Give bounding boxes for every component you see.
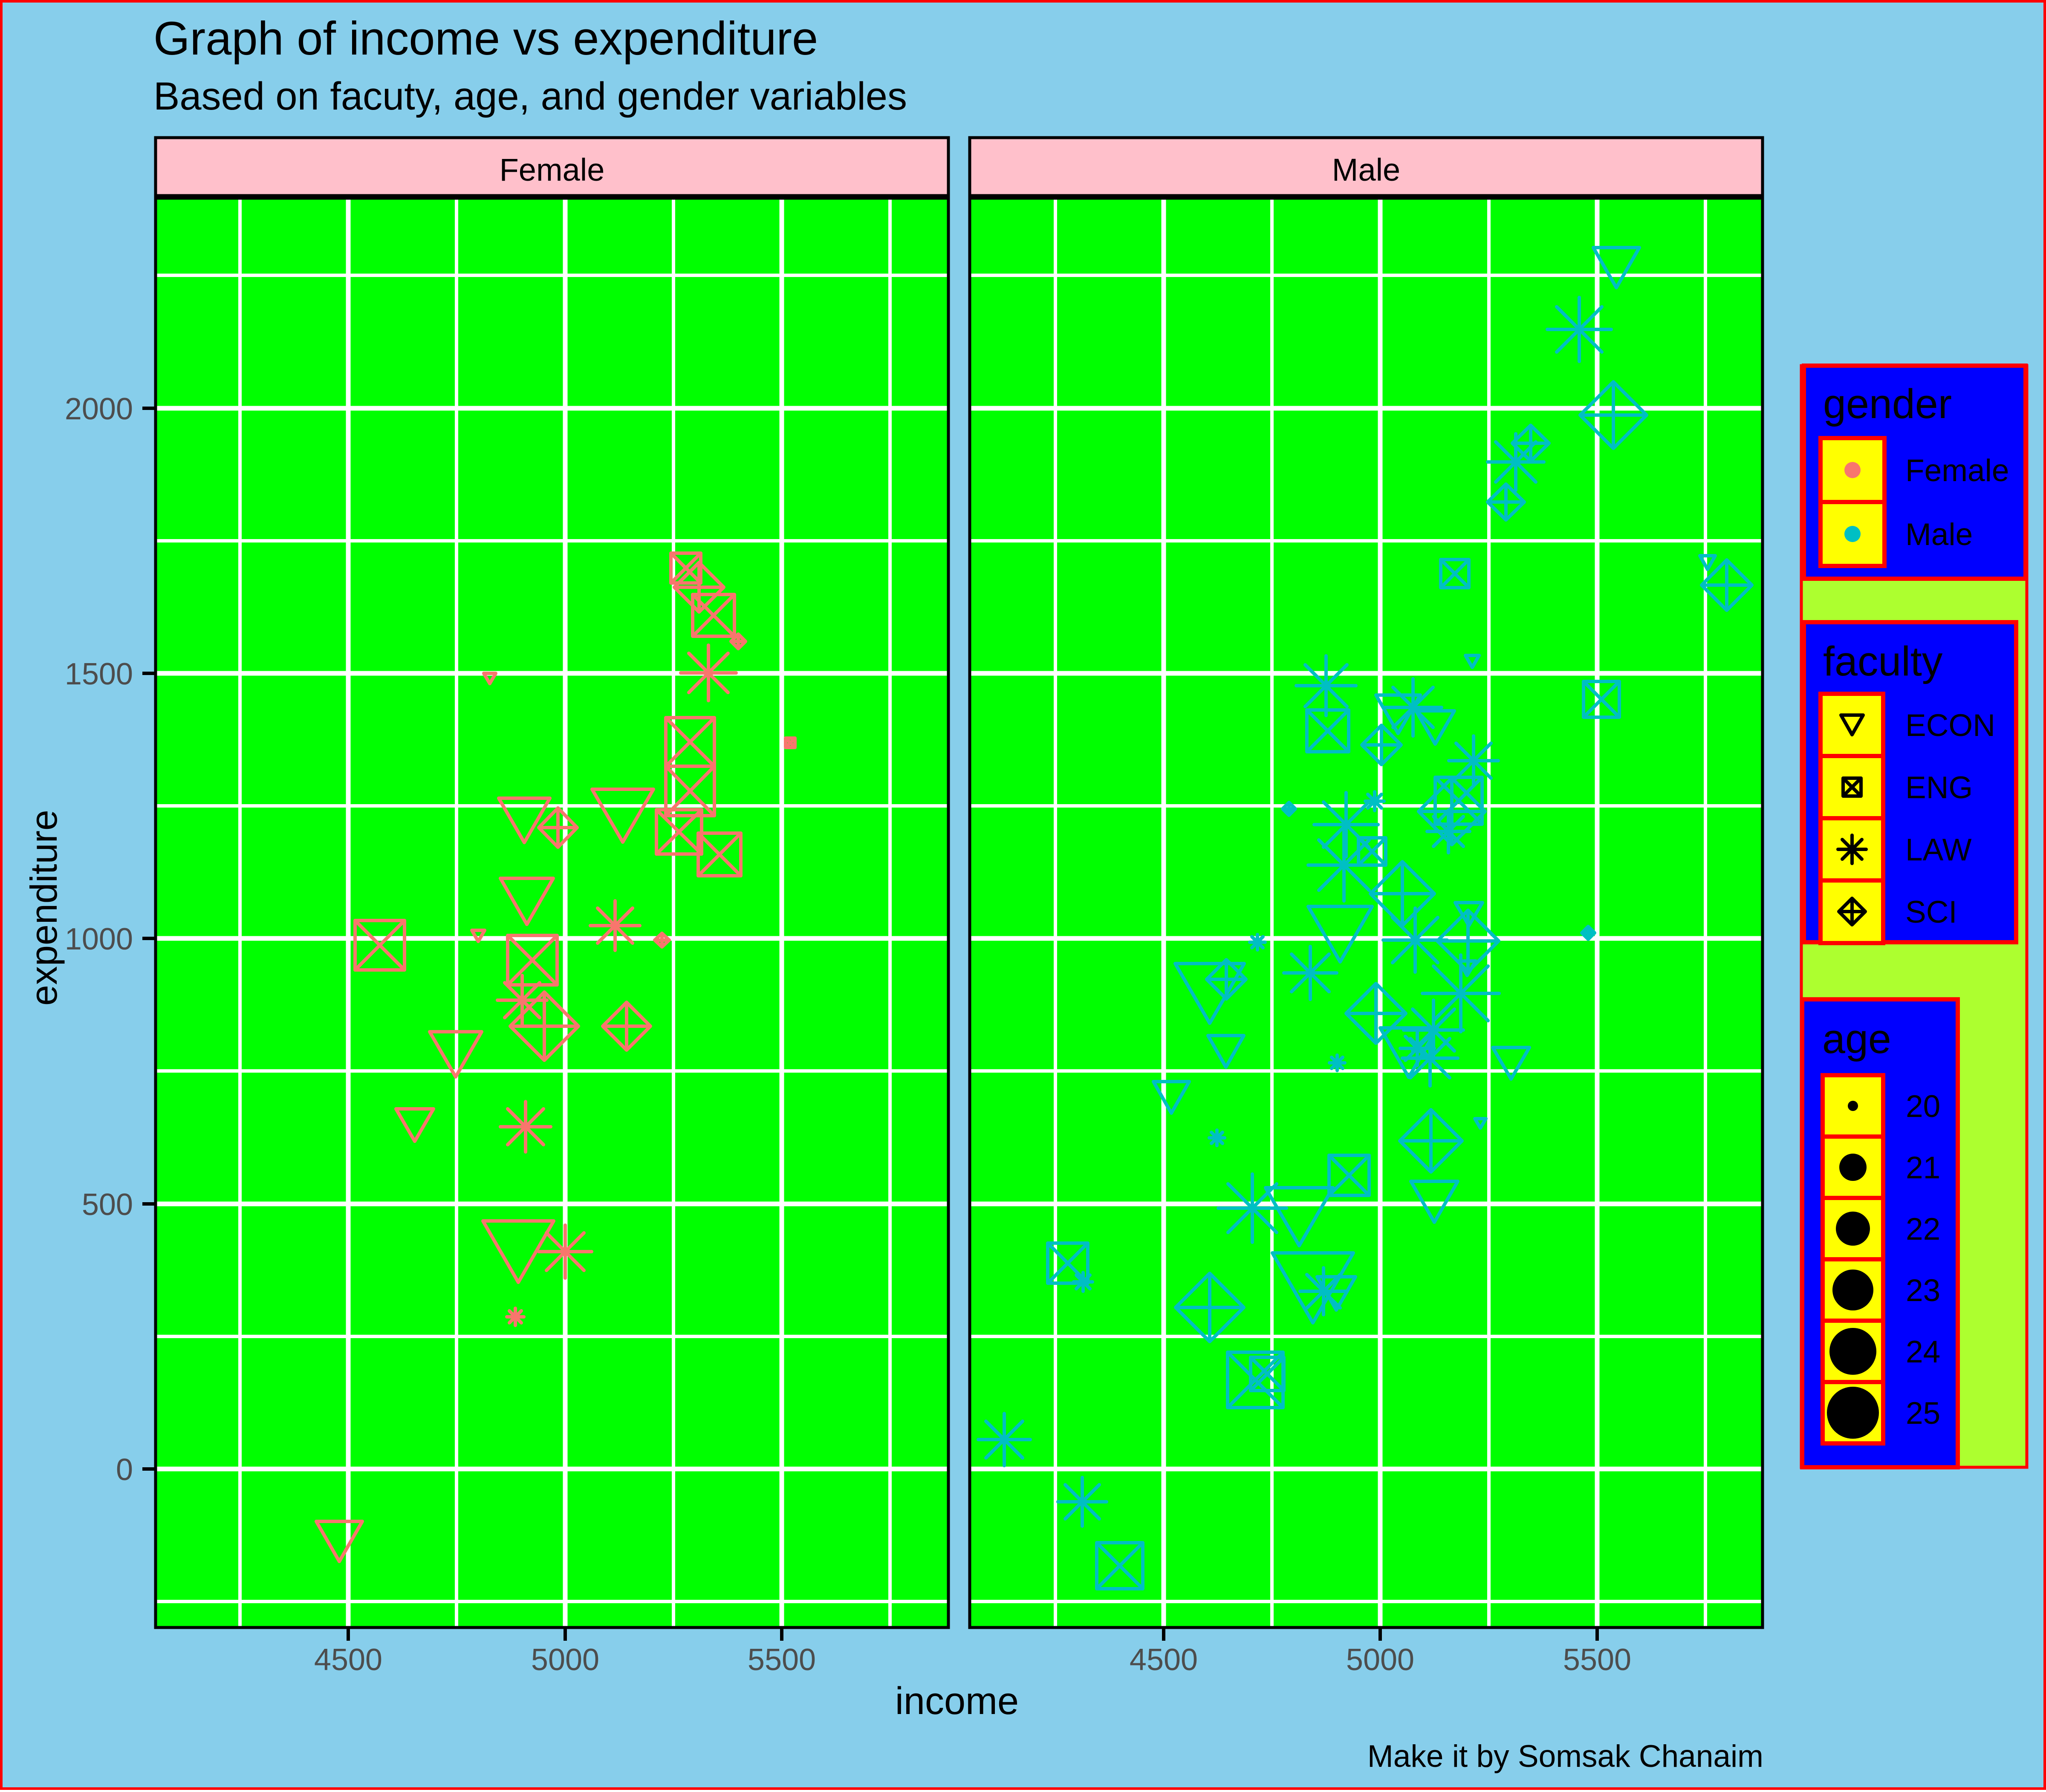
svg-text:income: income [895, 1680, 1019, 1723]
svg-text:Female: Female [500, 152, 605, 188]
svg-text:21: 21 [1906, 1151, 1940, 1185]
svg-text:LAW: LAW [1905, 833, 1972, 867]
svg-text:5000: 5000 [1346, 1643, 1414, 1677]
svg-text:Male: Male [1332, 152, 1400, 188]
svg-text:5500: 5500 [748, 1643, 816, 1677]
svg-text:25: 25 [1906, 1396, 1940, 1431]
svg-text:ENG: ENG [1905, 770, 1973, 805]
svg-text:ECON: ECON [1905, 708, 1995, 743]
svg-text:1500: 1500 [65, 657, 133, 691]
svg-text:Male: Male [1905, 517, 1973, 552]
svg-text:Based on facuty, age, and gend: Based on facuty, age, and gender variabl… [153, 75, 907, 118]
svg-text:faculty: faculty [1823, 638, 1943, 684]
svg-text:1000: 1000 [65, 922, 133, 956]
svg-text:5000: 5000 [531, 1643, 599, 1677]
svg-text:4500: 4500 [314, 1643, 382, 1677]
svg-text:SCI: SCI [1905, 895, 1957, 929]
svg-text:age: age [1822, 1016, 1891, 1062]
svg-text:22: 22 [1906, 1212, 1940, 1247]
svg-text:expenditure: expenditure [23, 810, 65, 1006]
svg-text:4500: 4500 [1130, 1643, 1198, 1677]
svg-text:500: 500 [82, 1188, 133, 1222]
svg-text:23: 23 [1906, 1273, 1940, 1308]
svg-text:gender: gender [1823, 381, 1952, 427]
svg-text:20: 20 [1906, 1089, 1940, 1124]
svg-text:2000: 2000 [65, 392, 133, 426]
svg-text:5500: 5500 [1563, 1643, 1631, 1677]
svg-text:Graph of income vs expenditure: Graph of income vs expenditure [153, 12, 818, 65]
svg-text:24: 24 [1906, 1335, 1940, 1369]
svg-text:0: 0 [116, 1453, 133, 1487]
svg-text:Make it by Somsak Chanaim: Make it by Somsak Chanaim [1367, 1739, 1763, 1774]
svg-text:Female: Female [1905, 453, 2009, 488]
